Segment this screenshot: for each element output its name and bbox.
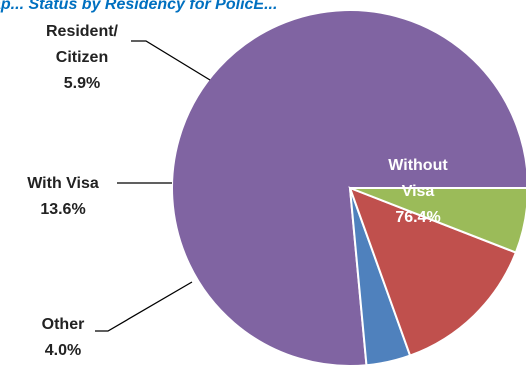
slice-label-other: Other 4.0% [42,316,85,359]
slice-label-without-visa: Without Visa 76.4% [388,157,448,226]
slice-value-with-visa: 13.6% [40,201,85,218]
slice-value-resident-citizen: 5.9% [64,75,100,92]
leader-line-resident-citizen [131,40,211,81]
pie-slice-resident-citizen [349,187,526,254]
pie-slice-with-visa [348,186,518,357]
slice-label-with-visa: With Visa 13.6% [27,175,99,218]
slice-name-other: Other [42,316,85,333]
slice-name-with-visa: With Visa [27,175,99,192]
pie-slices [171,9,526,367]
slice-name-resident-citizen: Resident/ [46,23,119,40]
slice-labels: Without Visa 76.4% Other 4.0% With Visa 13.6% R… [27,23,448,359]
slice-label-resident-citizen: Resident/Citizen 5.9% [46,23,119,92]
slice-name-without-visa: Without [388,157,448,174]
chart-title: ap... Status by Residency for PolicE... [0,0,277,13]
slice-name-without-visa: Visa [402,183,435,200]
leader-lines [95,40,211,332]
slice-value-other: 4.0% [45,342,81,359]
leader-line-other [95,281,193,332]
slice-value-without-visa: 76.4% [395,209,440,226]
slice-name-resident-citizen: Citizen [56,49,108,66]
